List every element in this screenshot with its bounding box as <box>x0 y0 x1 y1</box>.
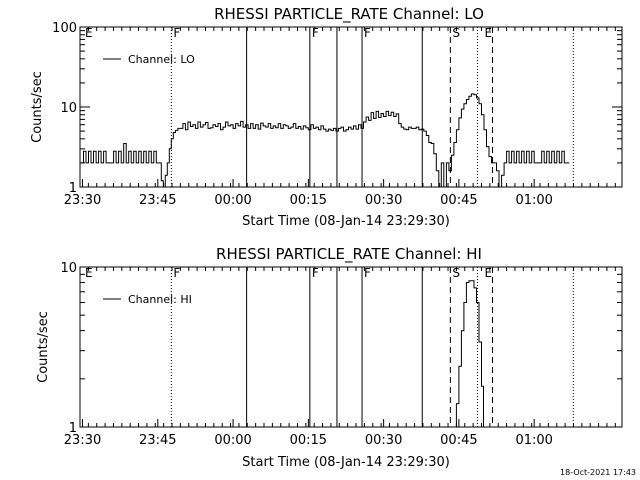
x-tick-label: 23:45 <box>139 433 176 448</box>
panel-lo-xticks: 23:30 23:45 00:00 00:15 00:30 00:45 01:00 <box>64 27 616 208</box>
x-tick-label: 23:45 <box>139 193 176 208</box>
x-tick-label: 23:30 <box>64 193 101 208</box>
flag-label-f: F <box>364 266 371 280</box>
x-tick-label: 00:45 <box>440 433 477 448</box>
flag-label-s: S <box>452 26 460 40</box>
series-line-hi <box>454 280 484 428</box>
legend-label-hi: Channel: HI <box>128 293 192 306</box>
y-tick-label: 1 <box>69 181 77 196</box>
x-tick-label: 00:00 <box>214 193 251 208</box>
flag-label-f: F <box>312 26 319 40</box>
legend-label-lo: Channel: LO <box>128 53 195 66</box>
x-tick-label: 00:15 <box>290 193 327 208</box>
flag-label-f: F <box>173 26 180 40</box>
y-tick-label: 1 <box>69 421 77 436</box>
panel-hi-legend: Channel: HI <box>103 293 192 306</box>
footer-timestamp: 18-Oct-2021 17:43 <box>560 468 636 477</box>
panel-hi-xticks: 23:30 23:45 00:00 00:15 00:30 00:45 01:00 <box>64 267 616 448</box>
panel-hi: RHESSI PARTICLE_RATE Channel: HI Counts/… <box>36 245 623 470</box>
panel-hi-xlabel: Start Time (08-Jan-14 23:29:30) <box>242 455 450 470</box>
panel-hi-series <box>454 280 484 428</box>
x-tick-label: 23:30 <box>64 433 101 448</box>
panel-lo-legend: Channel: LO <box>103 53 195 66</box>
x-tick-label: 00:00 <box>214 433 251 448</box>
flag-label-f: F <box>364 26 371 40</box>
flag-label-s: S <box>452 266 460 280</box>
panel-lo-yticks: 1 10 100 <box>52 21 622 196</box>
panel-hi-frame <box>79 266 623 428</box>
panel-hi-title: RHESSI PARTICLE_RATE Channel: HI <box>216 245 482 264</box>
flag-label-e: E <box>85 26 93 40</box>
x-tick-label: 00:30 <box>365 433 402 448</box>
flag-label-e: E <box>484 26 492 40</box>
y-tick-label: 10 <box>60 261 77 276</box>
flag-label-e: E <box>85 266 93 280</box>
flag-label-f: F <box>312 266 319 280</box>
panel-lo-xlabel: Start Time (08-Jan-14 23:29:30) <box>242 214 450 229</box>
panel-lo-frame <box>79 26 623 188</box>
flag-label-e: E <box>484 266 492 280</box>
panel-lo-ylabel: Counts/sec <box>30 71 45 143</box>
panel-lo: RHESSI PARTICLE_RATE Channel: LO Counts/… <box>30 5 623 229</box>
x-tick-label: 00:30 <box>365 193 402 208</box>
x-tick-label: 00:15 <box>290 433 327 448</box>
x-tick-label: 01:00 <box>515 193 552 208</box>
x-tick-label: 00:45 <box>440 193 477 208</box>
y-tick-label: 100 <box>52 21 77 36</box>
panel-lo-title: RHESSI PARTICLE_RATE Channel: LO <box>214 5 484 24</box>
y-tick-label: 10 <box>60 101 77 116</box>
flag-label-f: F <box>173 266 180 280</box>
panel-hi-ylabel: Counts/sec <box>36 311 51 383</box>
x-tick-label: 01:00 <box>515 433 552 448</box>
